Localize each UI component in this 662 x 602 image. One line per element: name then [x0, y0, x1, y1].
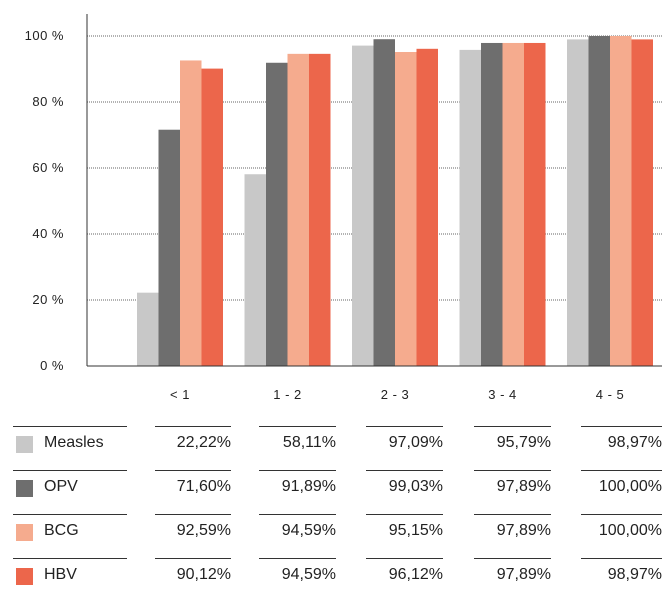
row-divider	[259, 558, 336, 559]
bar-measles-0	[137, 292, 159, 366]
table-cell: 94,59%	[281, 566, 336, 583]
legend-swatch	[16, 568, 33, 585]
bar-bcg-2	[395, 52, 417, 366]
table-cell: 97,89%	[496, 522, 551, 539]
bar-opv-1	[266, 62, 288, 366]
bars	[137, 36, 653, 367]
row-divider	[259, 426, 336, 427]
row-divider	[155, 426, 231, 427]
series-name: Measles	[44, 434, 104, 451]
table-cell: 58,11%	[282, 434, 336, 451]
legend-swatch	[16, 524, 33, 541]
x-axis-ticks: < 1 1 - 2 2 - 3 3 - 4 4 - 5	[170, 387, 624, 402]
bar-measles-1	[244, 174, 266, 366]
y-tick-label: 60 %	[32, 160, 64, 175]
table-cell: 97,09%	[388, 434, 443, 451]
table-cell: 71,60%	[176, 478, 231, 495]
row-divider	[155, 514, 231, 515]
table-cell: 22,22%	[176, 434, 231, 451]
row-divider	[474, 470, 551, 471]
x-tick-label: 3 - 4	[488, 387, 517, 402]
y-tick-label: 100 %	[25, 28, 64, 43]
y-axis-ticks: 0 % 20 % 40 % 60 % 80 % 100 %	[25, 28, 64, 373]
x-tick-label: < 1	[170, 387, 190, 402]
table-cell: 91,89%	[281, 478, 336, 495]
y-tick-label: 0 %	[40, 358, 64, 373]
series-name: BCG	[44, 522, 79, 539]
table-row: OPV 71,60% 91,89% 99,03% 97,89% 100,00%	[13, 470, 662, 514]
bar-opv-0	[158, 129, 180, 366]
row-divider	[13, 514, 127, 515]
table-cell: 99,03%	[388, 478, 443, 495]
row-divider	[366, 558, 443, 559]
row-divider	[13, 470, 127, 471]
bar-hbv-3	[524, 42, 546, 366]
row-divider	[474, 558, 551, 559]
row-divider	[366, 514, 443, 515]
legend-swatch	[16, 480, 33, 497]
bar-measles-2	[352, 45, 374, 367]
table-cell: 98,97%	[607, 566, 662, 583]
x-tick-label: 2 - 3	[381, 387, 410, 402]
row-divider	[13, 426, 127, 427]
x-tick-label: 1 - 2	[273, 387, 302, 402]
legend-swatch	[16, 436, 33, 453]
table-cell: 95,79%	[496, 434, 551, 451]
bar-hbv-4	[631, 39, 653, 367]
bar-opv-4	[588, 36, 610, 366]
bar-bcg-3	[502, 42, 524, 366]
bar-hbv-2	[416, 48, 438, 366]
bar-measles-4	[567, 39, 589, 367]
y-tick-label: 40 %	[32, 226, 64, 241]
row-divider	[474, 426, 551, 427]
table-row: HBV 90,12% 94,59% 96,12% 97,89% 98,97%	[13, 558, 662, 602]
x-tick-label: 4 - 5	[596, 387, 625, 402]
data-table: Measles 22,22% 58,11% 97,09% 95,79% 98,97% OPV…	[13, 426, 662, 602]
row-divider	[13, 558, 127, 559]
table-row: BCG 92,59% 94,59% 95,15% 97,89% 100,00%	[13, 514, 662, 558]
table-cell: 92,59%	[176, 522, 231, 539]
series-name: OPV	[44, 478, 78, 495]
row-divider	[259, 470, 336, 471]
table-cell: 90,12%	[176, 566, 231, 583]
row-divider	[155, 470, 231, 471]
row-divider	[366, 426, 443, 427]
table-cell: 100,00%	[598, 522, 662, 539]
table-cell: 98,97%	[607, 434, 662, 451]
y-tick-label: 80 %	[32, 94, 64, 109]
row-divider	[581, 426, 662, 427]
table-cell: 97,89%	[496, 566, 551, 583]
bar-chart: 0 % 20 % 40 % 60 % 80 % 100 % < 1 1 - 2 2 - 3 3 …	[25, 14, 662, 402]
bar-bcg-4	[610, 36, 632, 366]
row-divider	[366, 470, 443, 471]
row-divider	[155, 558, 231, 559]
bar-bcg-0	[180, 60, 202, 366]
bar-opv-2	[373, 39, 395, 367]
row-divider	[581, 514, 662, 515]
bar-hbv-1	[309, 53, 331, 367]
table-cell: 100,00%	[598, 478, 662, 495]
table-cell: 97,89%	[496, 478, 551, 495]
row-divider	[259, 514, 336, 515]
row-divider	[581, 558, 662, 559]
bar-measles-3	[459, 49, 481, 366]
row-divider	[581, 470, 662, 471]
table-cell: 94,59%	[281, 522, 336, 539]
table-cell: 95,15%	[388, 522, 443, 539]
table-cell: 96,12%	[388, 566, 443, 583]
row-divider	[474, 514, 551, 515]
bar-hbv-0	[201, 68, 223, 366]
series-name: HBV	[44, 566, 77, 583]
y-tick-label: 20 %	[32, 292, 64, 307]
table-row: Measles 22,22% 58,11% 97,09% 95,79% 98,97%	[13, 426, 662, 470]
bar-opv-3	[481, 42, 503, 366]
bar-bcg-1	[287, 53, 309, 367]
